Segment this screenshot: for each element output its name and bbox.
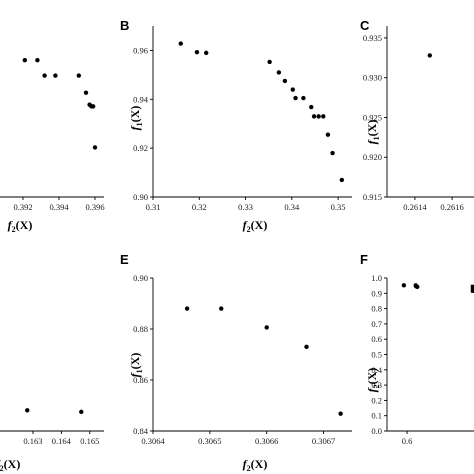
data-point (321, 114, 326, 119)
data-point (83, 90, 89, 95)
data-point (79, 409, 84, 415)
panel-f: 0.6 0.0 0.1 0.2 0.3 0.4 0.5 0.6 0.7 0.8 0.9 1.0Ff2(… (360, 252, 474, 446)
panel-label: F (360, 252, 368, 267)
data-point (330, 150, 335, 156)
y-tick-label: 0.84 (133, 426, 149, 436)
x-tick-label: 0.3067 (312, 436, 335, 446)
x-tick-label: 0.2614 (403, 202, 427, 212)
y-tick-label: 0.0 (371, 426, 382, 436)
panel-e: 0.3064 0.3065 0.3066 0.3067 0.84 0.86 0.88 0.90… (120, 252, 352, 473)
y-tick-label: 0.920 (363, 152, 382, 162)
panel-c: 0.2614 0.2616 0.915 0.920 0.925 0.930 0.935Cf1… (360, 18, 474, 212)
y-tick-label: 0.90 (133, 192, 148, 202)
data-point (204, 50, 209, 56)
x-tick-label: 0.3065 (198, 436, 221, 446)
data-point (267, 59, 272, 65)
data-point (309, 104, 314, 110)
y-tick-label: 0.1 (371, 411, 382, 421)
y-tick-label: 0.6 (371, 334, 382, 344)
y-tick-label: 0.935 (363, 33, 382, 43)
data-point (25, 408, 30, 413)
y-tick-label: 0.86 (133, 375, 148, 385)
y-axis-label: f1(X) (128, 106, 144, 131)
x-tick-label: 0.394 (49, 202, 69, 212)
x-tick-label: 0.32 (192, 202, 207, 212)
data-point (338, 411, 343, 416)
y-tick-label: 0.3 (371, 380, 382, 390)
x-tick-label: 0.3064 (141, 436, 165, 446)
x-tick-label: 0.3066 (255, 436, 278, 446)
x-tick-label: 0.164 (52, 436, 72, 446)
data-point (325, 132, 331, 137)
data-point (427, 53, 432, 58)
y-tick-label: 0.8 (371, 304, 382, 314)
y-axis-label: f1(X) (365, 120, 381, 145)
data-point (316, 114, 321, 119)
y-tick-label: 0.5 (371, 350, 382, 360)
data-point (184, 306, 190, 311)
data-point (92, 145, 98, 150)
data-point (282, 78, 288, 84)
y-tick-label: 0.90 (133, 273, 148, 283)
square-data-point (472, 285, 474, 294)
data-point (194, 49, 200, 55)
y-axis-label: f2(X) (365, 368, 381, 393)
y-tick-label: 0.94 (133, 94, 149, 104)
data-point (276, 70, 282, 75)
x-axis-label: f2(X) (0, 457, 20, 473)
data-point (91, 104, 96, 109)
x-tick-label: 0.392 (13, 202, 32, 212)
data-point (35, 58, 40, 63)
x-axis-label: f2(X) (243, 457, 268, 473)
y-tick-label: 0.88 (133, 324, 148, 334)
data-point (42, 73, 47, 78)
data-point (22, 58, 27, 63)
panel-label: E (120, 252, 129, 267)
y-axis-label: f1(X) (128, 353, 144, 378)
panel-d: 0.163 0.164 0.165 f2(X) (0, 408, 104, 473)
x-tick-label: 0.35 (331, 202, 346, 212)
x-tick-label: 0.165 (80, 436, 99, 446)
data-point (415, 284, 420, 290)
y-tick-label: 0.96 (133, 45, 148, 55)
y-tick-label: 0.2 (371, 395, 382, 405)
x-axis-label: f2(X) (8, 218, 33, 234)
y-tick-label: 0.9 (371, 288, 382, 298)
x-tick-label: 0.2616 (440, 202, 463, 212)
square-data-point (470, 284, 474, 293)
data-point (219, 306, 224, 311)
data-point (339, 177, 345, 183)
data-point (290, 87, 295, 92)
y-tick-label: 0.925 (363, 112, 382, 122)
x-tick-label: 0.34 (284, 202, 300, 212)
panel-label: B (120, 18, 129, 33)
x-tick-label: 0.6 (402, 436, 413, 446)
data-point (53, 73, 58, 78)
y-tick-label: 0.7 (371, 319, 382, 329)
panel-b: 0.31 0.32 0.33 0.34 0.35 0.90 0.92 0.94 0.96 Bf2(… (120, 18, 352, 234)
x-tick-label: 0.396 (85, 202, 104, 212)
y-tick-label: 1.0 (371, 273, 382, 283)
data-point (264, 325, 269, 330)
data-point (304, 344, 309, 350)
y-tick-label: 0.92 (133, 143, 148, 153)
y-tick-label: 0.930 (363, 73, 382, 83)
x-tick-label: 0.163 (23, 436, 42, 446)
data-point (76, 73, 82, 78)
data-point (311, 114, 317, 119)
x-tick-label: 0.31 (146, 202, 161, 212)
x-axis-label: f2(X) (243, 218, 268, 234)
data-point (178, 41, 183, 46)
y-tick-label: 0.915 (363, 192, 382, 202)
panel-a: 0.392 0.394 0.396 f2(X) (0, 58, 105, 234)
panel-label: C (360, 18, 370, 33)
x-tick-label: 0.33 (238, 202, 253, 212)
data-point (293, 95, 298, 101)
y-tick-label: 0.4 (371, 365, 382, 375)
data-point (401, 283, 407, 288)
data-point (301, 95, 306, 101)
